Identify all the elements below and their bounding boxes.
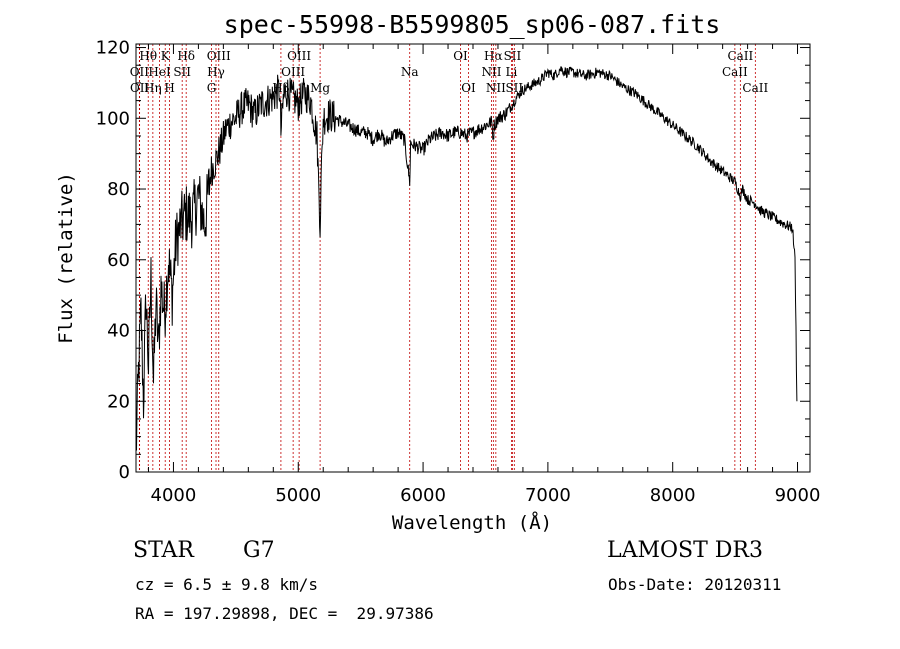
spectrum-series-line [135, 66, 798, 451]
line-marker-label: Hδ [177, 49, 195, 63]
line-marker-label: Hα [484, 49, 503, 63]
line-marker-label: OIII [281, 65, 305, 79]
line-marker-label: K [161, 49, 171, 63]
x-tick-label: 8000 [650, 485, 696, 506]
y-tick-label: 120 [96, 38, 130, 59]
survey-name: LAMOST DR3 [607, 538, 763, 563]
x-axis-label: Wavelength (Å) [392, 511, 552, 534]
line-marker-label: OIII [207, 49, 231, 63]
line-marker-label: Hγ [207, 65, 225, 79]
spectral-subclass: G7 [243, 538, 275, 563]
object-type: STAR [133, 538, 194, 563]
line-marker-label: Na [401, 65, 419, 79]
line-marker-label: CaII [727, 49, 753, 63]
line-marker-label: SII [504, 49, 522, 63]
x-axis: 4000 5000 6000 7000 8000 9000 [147, 44, 821, 506]
line-marker-label: CaII [722, 65, 748, 79]
y-tick-label: 80 [107, 179, 130, 200]
redshift-velocity: cz = 6.5 ± 9.8 km/s [135, 575, 319, 594]
line-marker-label: SII [505, 81, 523, 95]
line-marker-label: Li [506, 65, 518, 79]
line-marker-label: Mg [310, 81, 330, 95]
line-marker-label: SII [173, 65, 191, 79]
line-marker-label: OIII [287, 49, 311, 63]
line-marker-label: OI [453, 49, 468, 63]
coordinates: RA = 197.29898, DEC = 29.97386 [135, 604, 434, 623]
x-tick-label: 5000 [275, 485, 321, 506]
line-marker-label: HeI [148, 65, 171, 79]
x-tick-label: 4000 [151, 485, 197, 506]
y-axis: 0 20 40 60 80 100 120 [96, 38, 810, 483]
x-tick-label: 9000 [775, 485, 821, 506]
y-tick-label: 100 [96, 108, 130, 129]
line-marker-label: NII [486, 81, 506, 95]
line-marker-label: G [207, 81, 217, 95]
y-tick-label: 40 [107, 321, 130, 342]
observation-date: Obs-Date: 20120311 [608, 575, 782, 594]
y-tick-label: 20 [107, 391, 130, 412]
chart-title: spec-55998-B5599805_sp06-087.fits [224, 10, 721, 39]
line-marker-label: Hη [144, 81, 162, 95]
y-tick-label: 60 [107, 250, 130, 271]
line-marker-label: NII [481, 65, 501, 79]
y-axis-label: Flux (relative) [55, 172, 77, 344]
line-marker-label: OII [130, 81, 150, 95]
line-marker-label: CaII [742, 81, 768, 95]
line-marker-label: OI [461, 81, 476, 95]
x-tick-label: 7000 [525, 485, 571, 506]
y-tick-label: 0 [119, 462, 130, 483]
line-marker-label: H [164, 81, 174, 95]
x-tick-label: 6000 [400, 485, 446, 506]
line-marker-label: Hθ [139, 49, 157, 63]
